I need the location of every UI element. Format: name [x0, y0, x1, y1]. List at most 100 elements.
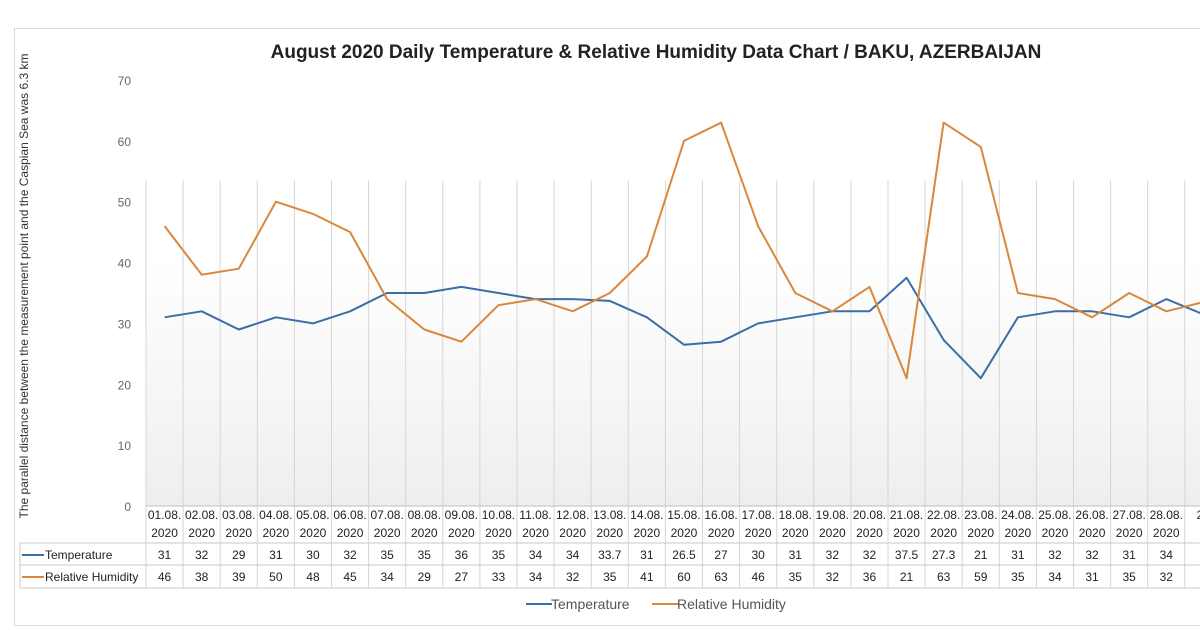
x-tick-label: 2020 — [559, 526, 586, 540]
x-tick-label: 2020 — [671, 526, 698, 540]
x-tick-label: 2020 — [337, 526, 364, 540]
table-cell: 32 — [1085, 548, 1099, 562]
table-cell: 34 — [566, 548, 580, 562]
legend-label: Temperature — [551, 596, 630, 612]
table-cell: 31 — [1122, 548, 1136, 562]
x-tick-label: 25.08. — [1038, 508, 1071, 522]
x-tick-label: 21.08. — [890, 508, 923, 522]
x-tick-label: 05.08. — [296, 508, 329, 522]
y-axis-ticks: 0 10 20 30 40 50 60 70 — [118, 74, 132, 514]
x-tick-label: 19.08. — [816, 508, 849, 522]
table-cell: 29 — [418, 570, 432, 584]
y-tick-label: 0 — [124, 500, 131, 514]
table-cell: 35 — [603, 570, 617, 584]
series-lines — [163, 121, 1200, 380]
x-tick-label: 2020 — [596, 526, 623, 540]
table-cell: 27 — [714, 548, 728, 562]
x-tick-label: 2020 — [1116, 526, 1143, 540]
table-cell: 31 — [1011, 548, 1025, 562]
x-tick-label: 14.08. — [630, 508, 663, 522]
y-tick-label: 50 — [118, 196, 132, 210]
table-cell: 34 — [529, 548, 543, 562]
y-axis-label: The parallel distance between the measur… — [17, 54, 31, 519]
x-tick-label: 08.08. — [408, 508, 441, 522]
table-cell: 46 — [751, 570, 765, 584]
table-cell: 35 — [1122, 570, 1136, 584]
table-cell: 46 — [158, 570, 172, 584]
table-cell: 27.3 — [932, 548, 956, 562]
table-cell: 39 — [232, 570, 246, 584]
x-tick-label: 2020 — [893, 526, 920, 540]
x-tick-label: 27.08. — [1112, 508, 1145, 522]
table-cell: 41 — [640, 570, 654, 584]
legend-label: Relative Humidity — [677, 596, 786, 612]
x-tick-label: 2020 — [856, 526, 883, 540]
table-cell: 32 — [826, 548, 840, 562]
table-cell: 63 — [714, 570, 728, 584]
x-tick-label: 09.08. — [445, 508, 478, 522]
plot-background — [146, 180, 1200, 506]
y-tick-label: 40 — [118, 257, 132, 271]
table-cell: 26.5 — [672, 548, 696, 562]
y-tick-label: 70 — [118, 74, 132, 88]
y-tick-label: 10 — [118, 439, 132, 453]
table-cell: 31 — [158, 548, 172, 562]
table-cell: 60 — [677, 570, 691, 584]
table-cell: 45 — [343, 570, 357, 584]
x-tick-label: 2020 — [745, 526, 772, 540]
table-cell: 35 — [492, 548, 506, 562]
table-cell: 35 — [789, 570, 803, 584]
table-cell: 34 — [1160, 548, 1174, 562]
table-cell: 27 — [455, 570, 469, 584]
data-table: 01.08. 2020 02.08. 2020 03.08. 2020 04.08. 2020… — [19, 508, 1200, 589]
table-cell: 31 — [1085, 570, 1099, 584]
x-tick-label: 06.08. — [333, 508, 366, 522]
x-tick-label: 2020 — [930, 526, 957, 540]
x-tick-label: 16.08. — [704, 508, 737, 522]
table-cell: 31 — [269, 548, 283, 562]
table-cell: 21 — [900, 570, 914, 584]
y-tick-label: 60 — [118, 135, 132, 149]
x-tick-label: 17.08. — [741, 508, 774, 522]
series-line-humidity — [163, 121, 1200, 380]
x-tick-label: 2020 — [411, 526, 438, 540]
table-cell: 37.5 — [895, 548, 919, 562]
x-tick-label: 2020 — [485, 526, 512, 540]
table-cell: 35 — [1011, 570, 1025, 584]
table-cell: 31 — [789, 548, 803, 562]
x-tick-label: 29 — [1197, 508, 1200, 522]
x-tick-label: 20.08. — [853, 508, 886, 522]
x-tick-label: 15.08. — [667, 508, 700, 522]
chart-title: August 2020 Daily Temperature & Relative… — [271, 42, 1042, 63]
x-tick-label: 18.08. — [779, 508, 812, 522]
x-tick-label: 2020 — [448, 526, 475, 540]
table-cell: 38 — [195, 570, 209, 584]
x-tick-label: 2020 — [300, 526, 327, 540]
x-tick-label: 26.08. — [1075, 508, 1108, 522]
table-cell: 35 — [418, 548, 432, 562]
x-tick-label: 01.08. — [148, 508, 181, 522]
x-tick-label: 03.08. — [222, 508, 255, 522]
table-cell: 36 — [455, 548, 469, 562]
x-tick-label: 10.08. — [482, 508, 515, 522]
x-tick-label: 2020 — [819, 526, 846, 540]
series-line-temperature — [164, 276, 1200, 380]
x-tick-label: 11.08. — [519, 508, 551, 522]
table-cell: 50 — [269, 570, 283, 584]
table-cell: 32 — [1048, 548, 1062, 562]
x-tick-label: 23.08. — [964, 508, 997, 522]
table-cell: 32 — [826, 570, 840, 584]
table-cell: 63 — [937, 570, 951, 584]
x-tick-label: 2020 — [1153, 526, 1180, 540]
x-tick-label: 2020 — [782, 526, 809, 540]
x-tick-label: 2020 — [708, 526, 735, 540]
table-cell: 32 — [343, 548, 357, 562]
x-tick-label: 2020 — [151, 526, 178, 540]
table-cell: 36 — [863, 570, 877, 584]
x-tick-label: 2020 — [1042, 526, 1069, 540]
x-tick-label: 2020 — [1004, 526, 1031, 540]
table-cell: 30 — [306, 548, 320, 562]
table-cell: 48 — [306, 570, 320, 584]
x-tick-label: 07.08. — [370, 508, 403, 522]
x-tick-label: 2020 — [522, 526, 549, 540]
